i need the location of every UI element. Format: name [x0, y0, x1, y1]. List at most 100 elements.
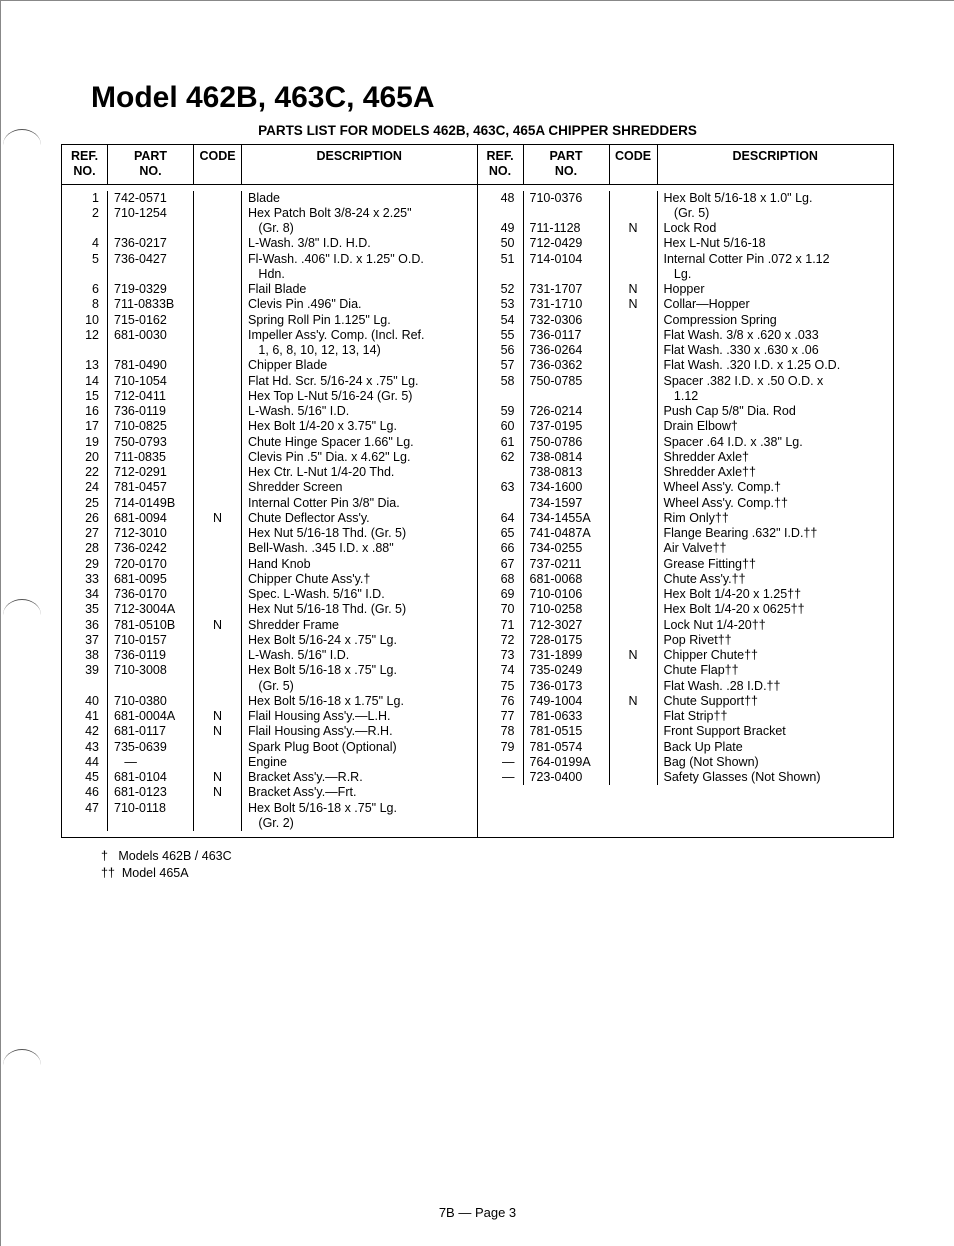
ref-cell: 4 [62, 236, 99, 251]
part-cell: 731-1710 [530, 297, 609, 312]
ref-cell [62, 343, 99, 358]
ref-cell: 25 [62, 496, 99, 511]
col-desc-header: DESCRIPTION [658, 145, 894, 184]
ref-cell: 46 [62, 785, 99, 800]
code-cell [610, 358, 657, 373]
desc-cell: Blade [248, 191, 473, 206]
part-cell: 738-0813 [530, 465, 609, 480]
col-part-header: PART NO. [524, 145, 610, 184]
desc-cell: Lock Rod [664, 221, 890, 236]
ref-cell: 57 [478, 358, 515, 373]
part-cell: 750-0786 [530, 435, 609, 450]
ref-cell: 78 [478, 724, 515, 739]
part-cell: 712-0411 [114, 389, 193, 404]
desc-cell: L-Wash. 5/16" I.D. [248, 404, 473, 419]
part-cell: 681-0117 [114, 724, 193, 739]
ref-cell: 69 [478, 587, 515, 602]
part-cell [530, 389, 609, 404]
desc-cell: Collar—Hopper [664, 297, 890, 312]
desc-cell: (Gr. 5) [664, 206, 890, 221]
code-cell [194, 755, 241, 770]
code-cell [194, 435, 241, 450]
ref-cell: 6 [62, 282, 99, 297]
footnote-line: † Models 462B / 463C [101, 848, 924, 865]
desc-cell: Spring Roll Pin 1.125" Lg. [248, 313, 473, 328]
code-cell [610, 557, 657, 572]
part-cell: 714-0104 [530, 252, 609, 267]
part-cell: 712-0429 [530, 236, 609, 251]
desc-cell: Rim Only†† [664, 511, 890, 526]
desc-cell: Lock Nut 1/4-20†† [664, 618, 890, 633]
code-cell [610, 541, 657, 556]
ref-cell: 20 [62, 450, 99, 465]
desc-cell: Internal Cotter Pin 3/8" Dia. [248, 496, 473, 511]
code-cell [194, 206, 241, 221]
ref-cell: 10 [62, 313, 99, 328]
part-cell: 750-0793 [114, 435, 193, 450]
part-cell: 715-0162 [114, 313, 193, 328]
part-cell: 764-0199A [530, 755, 609, 770]
code-cell [610, 602, 657, 617]
desc-cell: Hex Bolt 5/16-18 x 1.0" Lg. [664, 191, 890, 206]
part-cell [114, 343, 193, 358]
desc-cell: Front Support Bracket [664, 724, 890, 739]
page-footer: 7B — Page 3 [1, 1205, 954, 1220]
code-cell [610, 374, 657, 389]
ref-cell: 5 [62, 252, 99, 267]
code-cell [194, 236, 241, 251]
code-cell [610, 435, 657, 450]
ref-cell: 60 [478, 419, 515, 434]
ref-cell: 17 [62, 419, 99, 434]
code-cell [194, 252, 241, 267]
ref-cell: 19 [62, 435, 99, 450]
table-body-left: 12 45 681012 131415161719202224252627282… [62, 185, 477, 838]
part-cell: 719-0329 [114, 282, 193, 297]
part-cell: 681-0004A [114, 709, 193, 724]
ref-cell: 43 [62, 740, 99, 755]
part-cell: 710-0376 [530, 191, 609, 206]
code-cell: N [194, 709, 241, 724]
desc-cell: Chute Deflector Ass'y. [248, 511, 473, 526]
desc-cell: Bracket Ass'y.—Frt. [248, 785, 473, 800]
ref-cell: 73 [478, 648, 515, 663]
code-cell [610, 191, 657, 206]
part-cell: 712-3004A [114, 602, 193, 617]
col-desc-header: DESCRIPTION [242, 145, 477, 184]
code-cell [610, 511, 657, 526]
code-cell [610, 465, 657, 480]
ref-cell: 28 [62, 541, 99, 556]
ref-cell: 36 [62, 618, 99, 633]
ref-cell: 65 [478, 526, 515, 541]
code-cell [610, 206, 657, 221]
ref-cell [478, 389, 515, 404]
desc-cell: Engine [248, 755, 473, 770]
desc-cell: Drain Elbow† [664, 419, 890, 434]
table-caption: PARTS LIST FOR MODELS 462B, 463C, 465A C… [31, 123, 924, 138]
desc-cell: Wheel Ass'y. Comp.†† [664, 496, 890, 511]
part-cell: 710-1054 [114, 374, 193, 389]
ref-cell: 70 [478, 602, 515, 617]
desc-cell: Flat Wash. 3/8 x .620 x .033 [664, 328, 890, 343]
part-cell: 712-3010 [114, 526, 193, 541]
code-cell: N [610, 694, 657, 709]
code-cell [194, 496, 241, 511]
desc-cell: Hex Top L-Nut 5/16-24 (Gr. 5) [248, 389, 473, 404]
binding-mark [3, 1049, 41, 1065]
code-cell [610, 252, 657, 267]
desc-cell: Spec. L-Wash. 5/16" I.D. [248, 587, 473, 602]
ref-cell: 27 [62, 526, 99, 541]
ref-cell [62, 267, 99, 282]
part-cell: — [114, 755, 193, 770]
code-cell [194, 587, 241, 602]
part-cell: 731-1899 [530, 648, 609, 663]
ref-cell: 26 [62, 511, 99, 526]
code-cell [610, 724, 657, 739]
desc-cell: Hex Bolt 5/16-24 x .75" Lg. [248, 633, 473, 648]
page-title: Model 462B, 463C, 465A [91, 81, 924, 115]
ref-cell [478, 465, 515, 480]
ref-cell: 44 [62, 755, 99, 770]
code-cell [194, 679, 241, 694]
code-cell [610, 709, 657, 724]
desc-cell: Hex Bolt 1/4-20 x 3.75" Lg. [248, 419, 473, 434]
code-cell [194, 328, 241, 343]
